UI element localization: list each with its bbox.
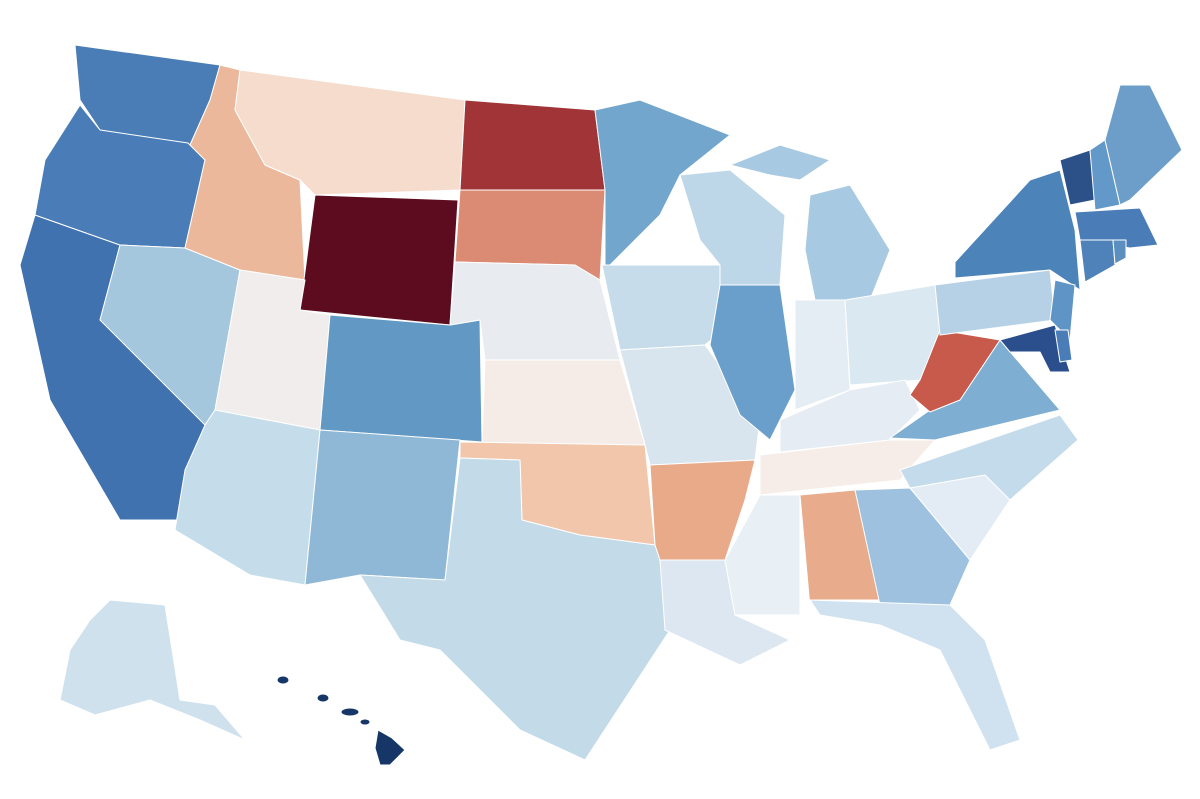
state <box>459 99 606 191</box>
state <box>299 194 459 326</box>
state <box>340 707 360 717</box>
state <box>809 599 1021 751</box>
state <box>1104 84 1183 206</box>
state <box>724 494 801 616</box>
state <box>1074 207 1159 249</box>
state <box>759 439 936 496</box>
state <box>59 599 246 741</box>
state <box>954 169 1081 291</box>
state <box>1049 279 1076 341</box>
state <box>319 314 483 443</box>
state <box>316 693 330 703</box>
state <box>804 184 891 301</box>
states <box>19 44 1183 766</box>
state <box>304 429 461 586</box>
state <box>1054 329 1073 363</box>
state <box>1112 239 1127 265</box>
state <box>594 99 731 271</box>
state <box>854 487 971 606</box>
state <box>729 144 831 181</box>
state <box>779 379 921 453</box>
state <box>1079 239 1116 283</box>
state <box>799 489 881 631</box>
state <box>276 675 290 685</box>
state <box>374 729 406 766</box>
state <box>899 414 1079 501</box>
state <box>359 718 371 726</box>
state <box>999 324 1071 373</box>
state <box>359 457 671 761</box>
state <box>481 359 646 446</box>
state <box>709 284 796 441</box>
state <box>934 269 1056 336</box>
